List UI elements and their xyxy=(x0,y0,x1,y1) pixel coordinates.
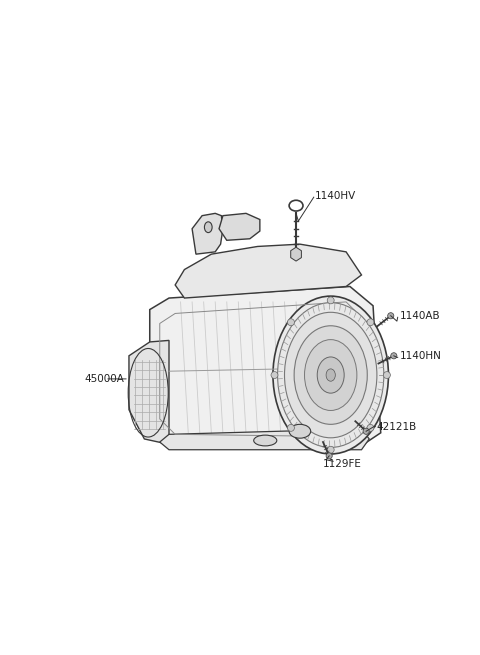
Circle shape xyxy=(327,446,334,453)
Text: 42121B: 42121B xyxy=(377,422,417,432)
Ellipse shape xyxy=(317,357,344,393)
Text: 1140AB: 1140AB xyxy=(400,310,441,321)
Ellipse shape xyxy=(277,303,384,447)
Ellipse shape xyxy=(273,296,388,454)
Polygon shape xyxy=(160,429,369,450)
Polygon shape xyxy=(175,244,361,298)
Circle shape xyxy=(288,424,294,432)
Ellipse shape xyxy=(363,428,369,434)
Ellipse shape xyxy=(304,340,357,411)
Circle shape xyxy=(288,319,294,326)
Circle shape xyxy=(367,319,374,326)
Text: 1140HN: 1140HN xyxy=(400,351,442,361)
Ellipse shape xyxy=(391,353,397,359)
Ellipse shape xyxy=(326,369,336,381)
Polygon shape xyxy=(129,341,169,444)
Ellipse shape xyxy=(285,312,377,438)
Circle shape xyxy=(367,424,374,432)
Circle shape xyxy=(271,371,278,379)
Polygon shape xyxy=(219,214,260,240)
Text: 45000A: 45000A xyxy=(84,374,124,384)
Ellipse shape xyxy=(204,222,212,233)
Ellipse shape xyxy=(388,312,394,319)
Ellipse shape xyxy=(254,435,277,446)
Ellipse shape xyxy=(326,453,332,459)
Ellipse shape xyxy=(289,424,311,438)
Circle shape xyxy=(327,297,334,304)
Ellipse shape xyxy=(294,326,367,424)
Circle shape xyxy=(384,371,390,379)
Text: 1129FE: 1129FE xyxy=(323,458,362,468)
Text: 1140HV: 1140HV xyxy=(315,191,357,200)
Polygon shape xyxy=(291,247,301,261)
Polygon shape xyxy=(192,214,223,254)
Polygon shape xyxy=(150,286,381,448)
